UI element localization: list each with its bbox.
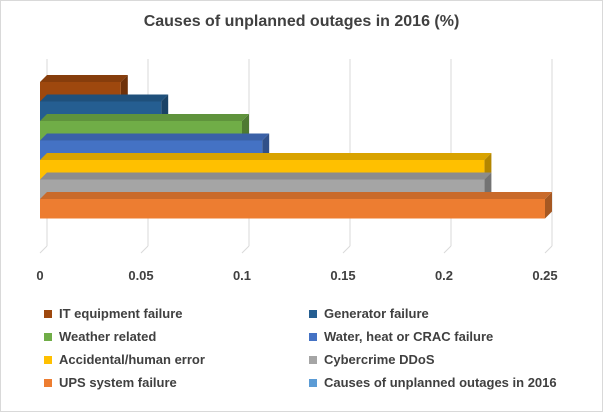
legend-item: IT equipment failure	[44, 302, 309, 325]
x-tick-label: 0.1	[233, 268, 251, 283]
legend-swatch	[309, 309, 317, 318]
gridline-floor	[342, 245, 351, 254]
legend-label: Accidental/human error	[59, 352, 205, 367]
bar-top	[40, 133, 270, 141]
x-tick-label: 0.2	[435, 268, 453, 283]
bar-top	[40, 153, 492, 160]
legend-item: Causes of unplanned outages in 2016	[309, 371, 574, 394]
gridline-floor	[443, 245, 452, 254]
legend-item: Weather related	[44, 325, 309, 348]
legend-item: Generator failure	[309, 302, 574, 325]
legend-swatch	[309, 332, 317, 341]
legend-swatch	[44, 378, 52, 387]
x-tick-label: 0	[36, 268, 43, 283]
chart-title: Causes of unplanned outages in 2016 (%)	[143, 13, 460, 30]
legend-label: Causes of unplanned outages in 2016	[324, 375, 557, 390]
bar-top	[40, 114, 249, 121]
bar-top	[40, 172, 492, 180]
legend-label: UPS system failure	[59, 375, 177, 390]
legend-label: Weather related	[59, 329, 157, 344]
legend-item: Cybercrime DDoS	[309, 348, 574, 371]
chart-plot: 0 0.05 0.1 0.15 0.2 0.25	[36, 59, 558, 283]
legend-label: Cybercrime DDoS	[324, 352, 435, 367]
legend-item: Water, heat or CRAC failure	[309, 325, 574, 348]
chart-legend: IT equipment failure Generator failure Wea…	[44, 302, 594, 394]
legend-swatch	[44, 332, 52, 341]
legend-item: Accidental/human error	[44, 348, 309, 371]
gridline-floor	[39, 245, 48, 254]
x-tick-label: 0.25	[532, 268, 557, 283]
bar-side	[545, 192, 552, 219]
legend-label: IT equipment failure	[59, 306, 183, 321]
bar	[40, 192, 552, 219]
legend-label: Generator failure	[324, 306, 429, 321]
bar-front	[40, 199, 545, 219]
legend-swatch	[309, 355, 317, 364]
gridline-floor	[140, 245, 149, 254]
x-tick-label: 0.05	[128, 268, 153, 283]
gridline-floor	[544, 245, 553, 254]
bar-top	[40, 75, 128, 82]
legend-item: UPS system failure	[44, 371, 309, 394]
legend-label: Water, heat or CRAC failure	[324, 329, 494, 344]
gridline-floor	[241, 245, 250, 254]
bar-top	[40, 192, 552, 199]
x-tick-label: 0.15	[330, 268, 355, 283]
legend-swatch	[44, 355, 52, 364]
bar-top	[40, 94, 169, 102]
legend-swatch	[309, 378, 317, 387]
legend-swatch	[44, 309, 52, 318]
